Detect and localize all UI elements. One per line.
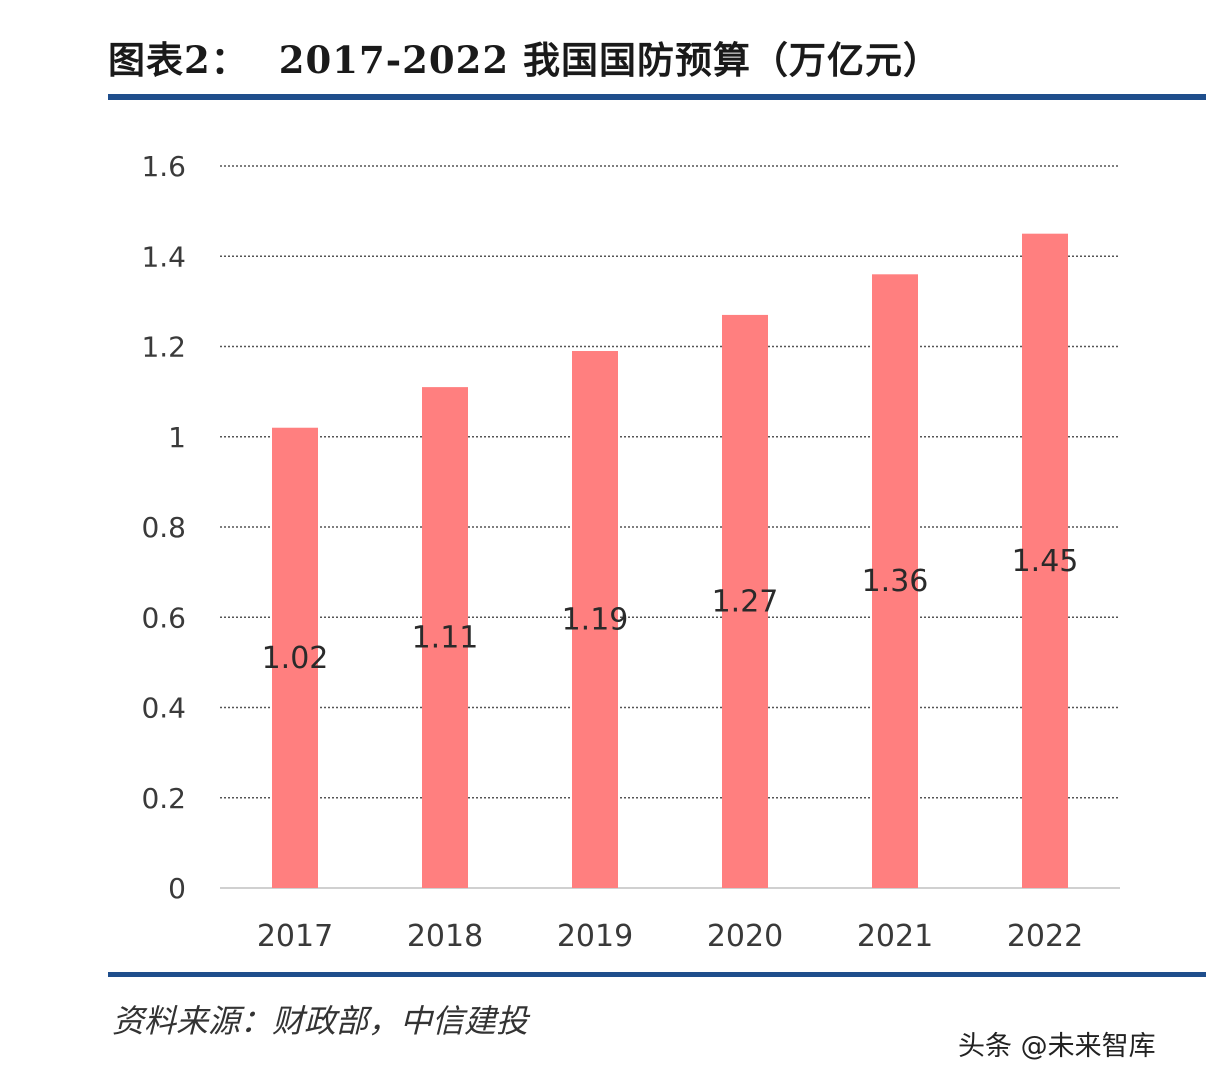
data-label: 1.11 <box>412 621 479 656</box>
footer-rule <box>108 972 1206 977</box>
bar <box>1022 233 1068 888</box>
bar <box>272 427 318 888</box>
figure-title: 2017-2022 我国国防预算（万亿元） <box>278 38 941 82</box>
bar <box>572 351 618 888</box>
data-label: 1.02 <box>262 641 329 676</box>
y-tick-label: 0.4 <box>141 692 186 725</box>
x-tick-label: 2022 <box>1007 919 1083 954</box>
y-tick-label: 1 <box>168 421 186 454</box>
chart-title: 图表2： 2017-2022 我国国防预算（万亿元） <box>108 30 941 84</box>
source-note: 资料来源：财政部，中信建投 <box>112 1002 529 1040</box>
header-rule <box>108 94 1206 100</box>
bars <box>272 233 1068 889</box>
x-tick-label: 2021 <box>857 919 933 954</box>
data-label: 1.36 <box>862 564 929 599</box>
y-tick-label: 0.6 <box>141 601 186 634</box>
y-tick-label: 1.6 <box>141 150 186 183</box>
watermark: 头条 @未来智库 <box>958 1031 1156 1062</box>
x-tick-label: 2018 <box>407 919 483 954</box>
x-axis-ticks: 2017 2018 2019 2020 2021 2022 <box>257 919 1083 954</box>
y-tick-label: 0.2 <box>141 782 186 815</box>
x-tick-label: 2019 <box>557 919 633 954</box>
gridlines <box>220 165 1120 889</box>
y-tick-label: 1.4 <box>141 240 186 273</box>
bar <box>422 387 468 888</box>
x-tick-label: 2017 <box>257 919 333 954</box>
data-label: 1.19 <box>562 603 629 638</box>
x-tick-label: 2020 <box>707 919 783 954</box>
bar <box>722 314 768 889</box>
y-tick-label: 0.8 <box>141 511 186 544</box>
data-labels: 1.02 1.11 1.19 1.27 1.36 1.45 <box>262 544 1079 676</box>
y-axis-ticks: 0 0.2 0.4 0.6 0.8 1 1.2 1.4 1.6 <box>141 150 186 905</box>
figure-number: 图表2： <box>108 38 249 82</box>
bar <box>872 274 918 888</box>
data-label: 1.45 <box>1012 544 1079 579</box>
y-tick-label: 0 <box>168 872 186 905</box>
y-tick-label: 1.2 <box>141 331 186 364</box>
data-label: 1.27 <box>712 584 779 619</box>
